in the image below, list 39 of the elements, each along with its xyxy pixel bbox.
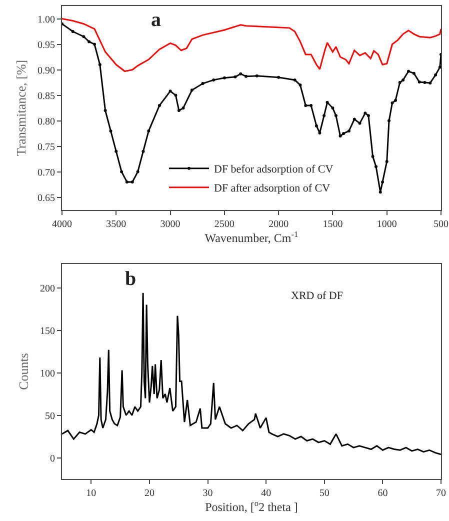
x-tick-label: 70 [436,488,446,499]
x-axis-title: Position, [$^{o}$2 theta ] [205,499,298,514]
x-tick-label: 20 [144,488,154,499]
x-tick-label: 10 [86,488,96,499]
x-tick-label: 500 [434,219,448,230]
x-tick-label: 1000 [376,219,397,230]
legend-label: DF befor adsorption of CV [214,164,334,176]
y-tick-label: 0.80 [38,116,55,128]
y-tick-label: 0.75 [38,142,55,153]
line-series [62,18,441,72]
y-tick-label: 0.85 [38,90,55,102]
y-axis-title: Transmitance, [%] [13,60,28,156]
x-axis-title: Wavenumber, Cm$^{-1}$ [204,230,298,246]
line-series [62,292,441,456]
y-tick-label: 50 [45,410,55,422]
y-axis-title: Counts [16,353,31,390]
x-tick-label: 1500 [322,219,343,230]
y-tick-label: 150 [40,326,55,337]
y-tick-label: 0.95 [38,40,55,51]
y-tick-label: 1.00 [38,14,55,26]
y-tick-label: 0.65 [38,192,55,204]
x-tick-label: 2500 [214,219,234,230]
legend-label: DF after adsorption of CV [214,182,330,195]
x-tick-label: 40 [261,488,272,499]
x-tick-label: 50 [319,488,330,499]
y-tick-label: 0.90 [38,65,55,76]
x-tick-label: 2000 [268,219,289,230]
y-tick-label: 100 [40,368,55,380]
y-tick-label: 0 [50,453,55,464]
x-tick-label: 3500 [106,219,126,230]
x-tick-label: 60 [378,488,388,499]
annotation: b [125,268,136,290]
y-tick-label: 0.70 [38,167,55,178]
y-tick-label: 200 [40,283,55,294]
x-tick-label: 3000 [160,219,180,230]
annotation: a [151,9,161,31]
x-tick-label: 30 [202,488,213,499]
annotation: XRD of DF [291,290,343,302]
x-tick-label: 4000 [52,219,72,230]
